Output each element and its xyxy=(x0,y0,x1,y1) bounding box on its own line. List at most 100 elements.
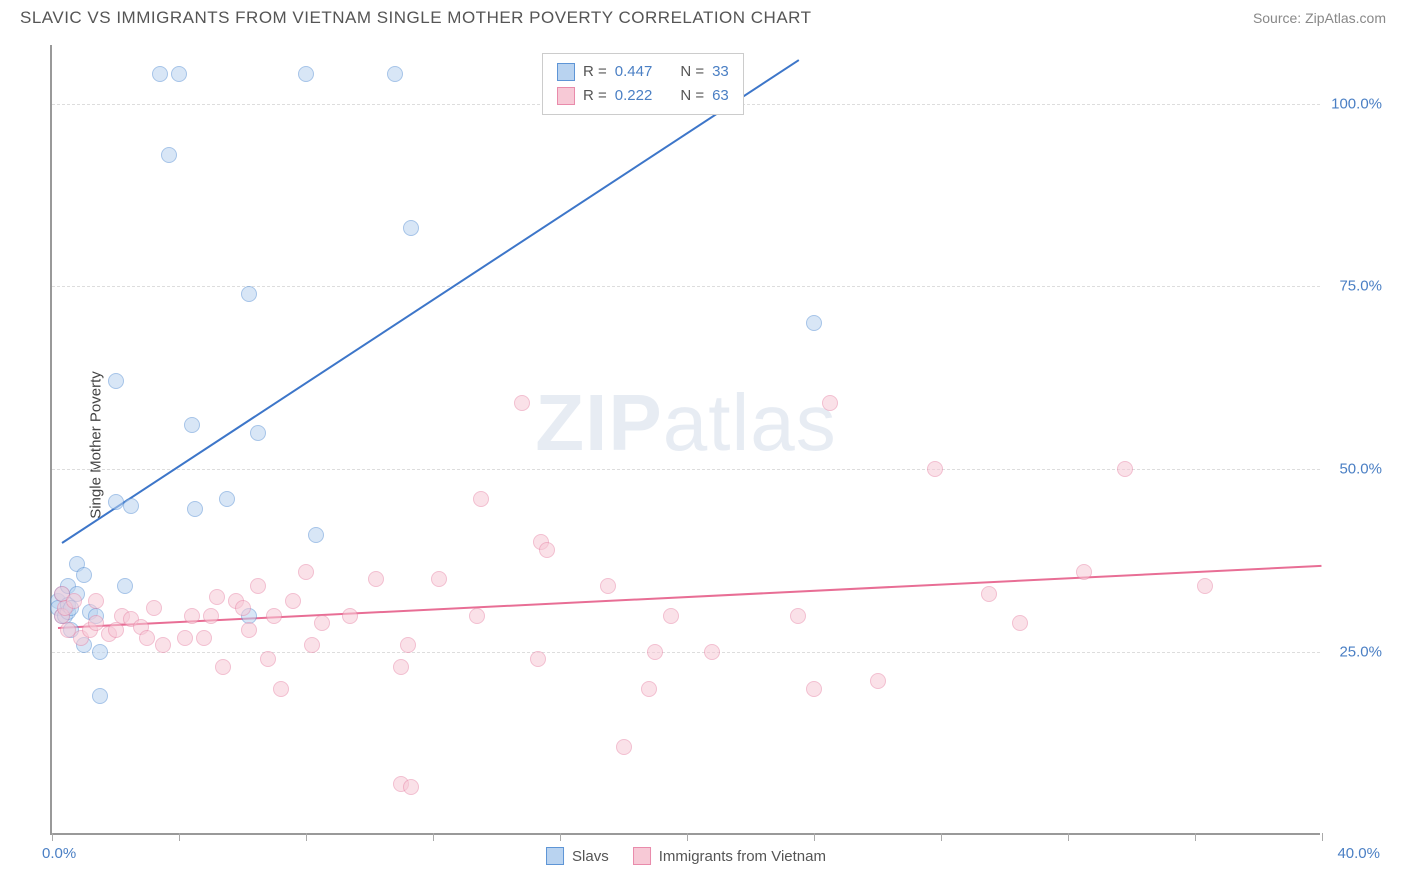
legend-stat-row: R = 0.447 N = 33 xyxy=(557,60,729,84)
point-vietnam xyxy=(403,779,419,795)
point-vietnam xyxy=(981,586,997,602)
point-slavs xyxy=(241,286,257,302)
point-slavs xyxy=(219,491,235,507)
point-slavs xyxy=(298,66,314,82)
legend-swatch xyxy=(546,847,564,865)
point-vietnam xyxy=(431,571,447,587)
point-vietnam xyxy=(304,637,320,653)
x-tick xyxy=(179,833,180,841)
point-slavs xyxy=(171,66,187,82)
source-label: Source: ZipAtlas.com xyxy=(1253,10,1386,26)
point-vietnam xyxy=(203,608,219,624)
point-vietnam xyxy=(530,651,546,667)
watermark: ZIPatlas xyxy=(535,377,836,469)
point-vietnam xyxy=(469,608,485,624)
point-vietnam xyxy=(393,659,409,675)
point-slavs xyxy=(92,644,108,660)
x-min-label: 0.0% xyxy=(42,845,76,862)
y-tick-label: 25.0% xyxy=(1339,644,1382,661)
point-slavs xyxy=(806,315,822,331)
point-slavs xyxy=(187,501,203,517)
point-vietnam xyxy=(822,395,838,411)
point-vietnam xyxy=(235,600,251,616)
legend-item-vietnam: Immigrants from Vietnam xyxy=(633,847,826,865)
x-tick xyxy=(814,833,815,841)
legend-swatch xyxy=(633,847,651,865)
point-slavs xyxy=(92,688,108,704)
point-vietnam xyxy=(806,681,822,697)
point-vietnam xyxy=(1117,461,1133,477)
x-tick xyxy=(560,833,561,841)
legend-label: Immigrants from Vietnam xyxy=(659,848,826,865)
y-tick-label: 100.0% xyxy=(1331,95,1382,112)
x-max-label: 40.0% xyxy=(1337,845,1380,862)
x-tick xyxy=(1068,833,1069,841)
point-slavs xyxy=(387,66,403,82)
point-vietnam xyxy=(298,564,314,580)
point-vietnam xyxy=(641,681,657,697)
plot-area: ZIPatlas R = 0.447N = 33R = 0.222N = 63 … xyxy=(50,45,1320,835)
x-tick xyxy=(52,833,53,841)
point-vietnam xyxy=(790,608,806,624)
point-vietnam xyxy=(184,608,200,624)
r-value: 0.447 xyxy=(615,60,653,84)
legend-label: Slavs xyxy=(572,848,609,865)
x-tick xyxy=(1195,833,1196,841)
n-value: 33 xyxy=(712,60,729,84)
legend-series: Slavs Immigrants from Vietnam xyxy=(546,847,826,865)
point-vietnam xyxy=(66,593,82,609)
legend-swatch xyxy=(557,87,575,105)
x-tick xyxy=(687,833,688,841)
x-tick xyxy=(1322,833,1323,841)
point-vietnam xyxy=(241,622,257,638)
point-slavs xyxy=(123,498,139,514)
point-vietnam xyxy=(400,637,416,653)
legend-item-slavs: Slavs xyxy=(546,847,609,865)
point-slavs xyxy=(250,425,266,441)
n-label: N = xyxy=(680,60,704,84)
r-label: R = xyxy=(583,60,607,84)
point-vietnam xyxy=(704,644,720,660)
point-vietnam xyxy=(368,571,384,587)
point-slavs xyxy=(403,220,419,236)
x-tick xyxy=(306,833,307,841)
legend-swatch xyxy=(557,63,575,81)
point-vietnam xyxy=(260,651,276,667)
x-tick xyxy=(433,833,434,841)
legend-stat-row: R = 0.222 N = 63 xyxy=(557,84,729,108)
point-slavs xyxy=(308,527,324,543)
point-vietnam xyxy=(342,608,358,624)
point-slavs xyxy=(161,147,177,163)
point-slavs xyxy=(108,373,124,389)
point-vietnam xyxy=(927,461,943,477)
point-vietnam xyxy=(250,578,266,594)
r-label: R = xyxy=(583,84,607,108)
legend-correlation-box: R = 0.447 N = 33 R = 0.222 N = 63 xyxy=(542,53,744,115)
point-vietnam xyxy=(273,681,289,697)
point-slavs xyxy=(76,567,92,583)
point-vietnam xyxy=(616,739,632,755)
point-vietnam xyxy=(155,637,171,653)
point-vietnam xyxy=(196,630,212,646)
point-vietnam xyxy=(473,491,489,507)
point-vietnam xyxy=(539,542,555,558)
trend-line-slavs xyxy=(61,60,799,544)
n-value: 63 xyxy=(712,84,729,108)
y-tick-label: 50.0% xyxy=(1339,461,1382,478)
gridline xyxy=(52,652,1320,653)
point-vietnam xyxy=(266,608,282,624)
point-vietnam xyxy=(600,578,616,594)
point-vietnam xyxy=(1076,564,1092,580)
r-value: 0.222 xyxy=(615,84,653,108)
point-vietnam xyxy=(215,659,231,675)
point-slavs xyxy=(152,66,168,82)
point-vietnam xyxy=(285,593,301,609)
point-vietnam xyxy=(108,622,124,638)
n-label: N = xyxy=(680,84,704,108)
x-tick xyxy=(941,833,942,841)
point-vietnam xyxy=(647,644,663,660)
y-tick-label: 75.0% xyxy=(1339,278,1382,295)
point-vietnam xyxy=(139,630,155,646)
point-vietnam xyxy=(1012,615,1028,631)
point-vietnam xyxy=(314,615,330,631)
